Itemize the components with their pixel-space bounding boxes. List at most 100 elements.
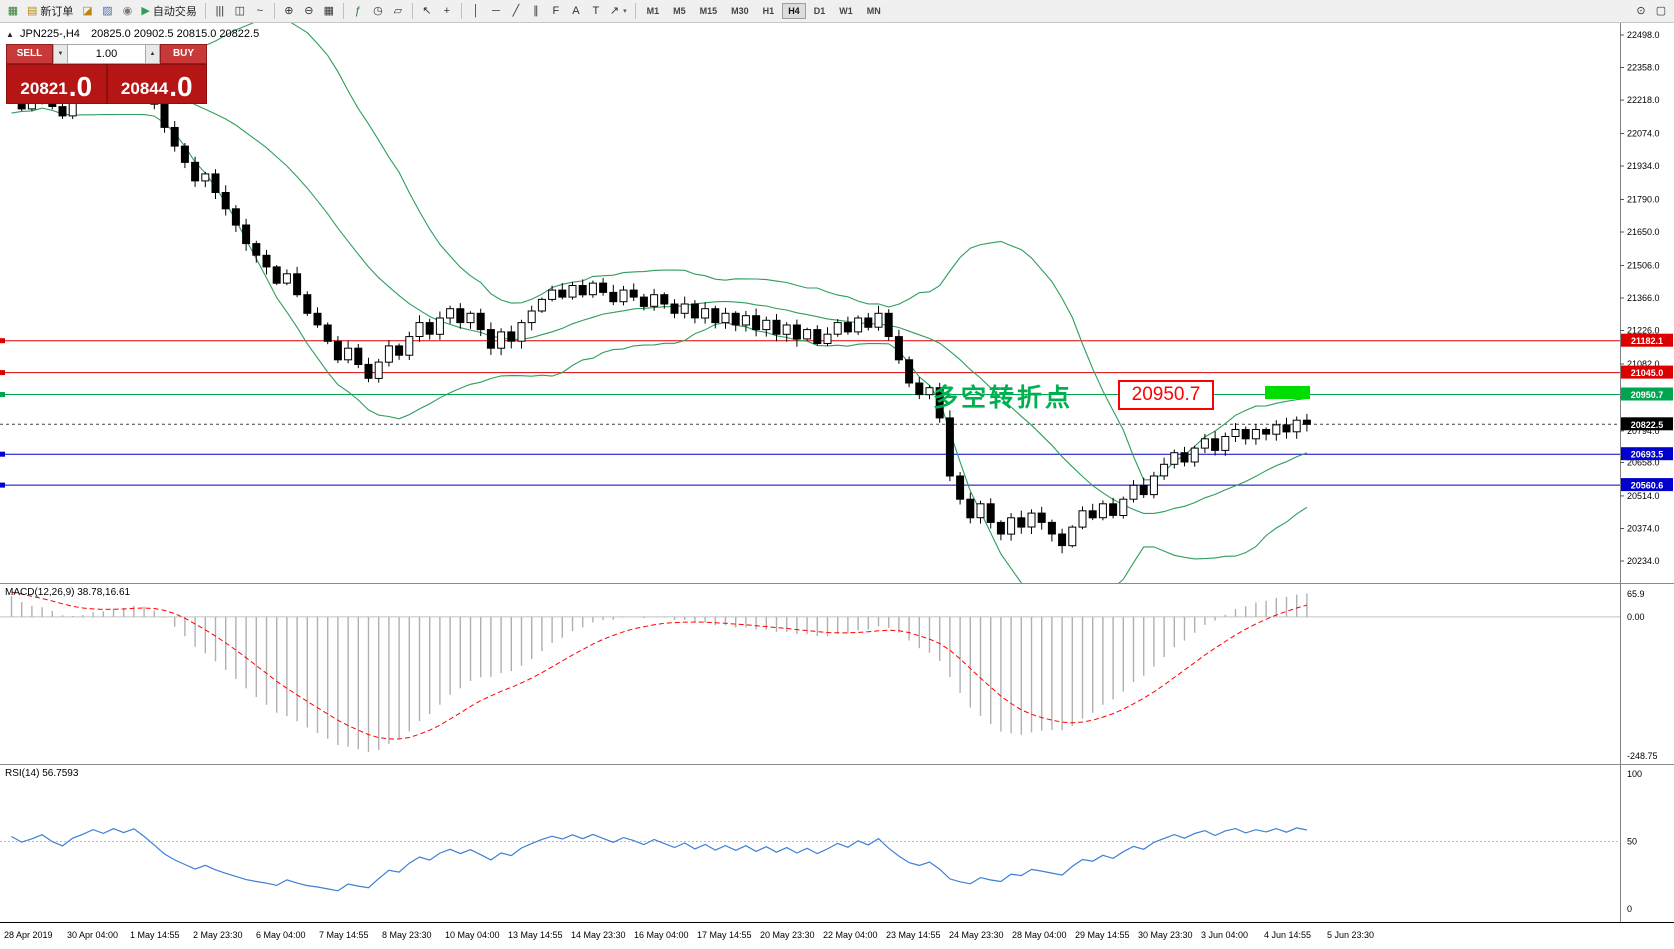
time-axis[interactable]: 28 Apr 2019 30 Apr 04:00 1 May 14:55 2 May … [0, 922, 1674, 949]
price-tick-label: 22074.0 [1627, 129, 1660, 139]
price-tick-label: 21366.0 [1627, 293, 1660, 303]
price-level-badge-label: 20560.6 [1631, 481, 1664, 491]
search-icon[interactable]: ⊙ [1631, 2, 1651, 21]
price-level-badge-label: 21045.0 [1631, 368, 1664, 378]
zoom-in-icon: ⊕ [284, 4, 294, 17]
line-chart-type-icon[interactable]: ~ [250, 2, 270, 21]
candles-group [7, 66, 1311, 554]
indicators-icon[interactable]: ƒ [348, 2, 368, 21]
timeframe-h4-button[interactable]: H4 [782, 3, 806, 19]
level-line-handle[interactable] [0, 451, 5, 457]
templates-icon[interactable]: ▱ [388, 2, 408, 21]
level-line-handle[interactable] [0, 370, 5, 376]
horizontal-line-icon[interactable]: ─ [486, 2, 506, 21]
zoom-in-icon[interactable]: ⊕ [279, 2, 299, 21]
timeframe-d1-button[interactable]: D1 [807, 3, 832, 19]
time-axis-label: 5 Jun 23:30 [1327, 930, 1375, 940]
strategy-tester-icon[interactable]: ◉ [117, 2, 137, 21]
timeframe-mn-button[interactable]: MN [860, 3, 887, 19]
pivot-annotation-text[interactable]: 多空转折点 [933, 384, 1074, 413]
price-tick-label: 21650.0 [1627, 227, 1660, 237]
periods-icon: ◷ [373, 4, 383, 17]
new-order-button: ▤ [27, 4, 38, 17]
price-tick-label: 20794.0 [1627, 426, 1660, 436]
time-axis-label: 17 May 14:55 [697, 930, 752, 940]
symbol-period-label: JPN225-,H4 [19, 28, 80, 40]
highlight-rectangle[interactable] [1265, 386, 1310, 400]
crosshair-icon[interactable]: + [437, 2, 457, 21]
chat-icon[interactable]: ▢ [1651, 2, 1671, 21]
dropdown-arrow-icon: ▾ [623, 8, 627, 15]
buy-price-display[interactable]: 20844.0 [106, 64, 207, 104]
arrows-icon[interactable]: ↗ ▾ [606, 2, 631, 21]
buy-button[interactable]: BUY [160, 44, 207, 64]
top-toolbar: ▦ ▤ 新订单 ◪ ▨ ◉ ▶ 自动交易 ||| ◫ ~ ⊕ ⊖ ▦ ƒ ◷ ▱ ↖ + │ ─ ╱ ∥ F A T ↗ ▾ M1 M5 M… [0, 0, 1674, 23]
rsi-scale-label: 100 [1627, 769, 1642, 779]
price-level-badge-label: 21182.1 [1631, 336, 1663, 346]
open-chart-icon[interactable]: ◪ [77, 2, 97, 21]
price-tick-label: 21082.0 [1627, 359, 1660, 369]
indicators-icon: ƒ [354, 4, 361, 17]
timeframe-m5-button[interactable]: M5 [667, 3, 692, 19]
macd-histogram [10, 593, 1308, 752]
time-axis-label: 8 May 23:30 [382, 930, 432, 940]
profiles-icon[interactable]: ▨ [97, 2, 117, 21]
tile-windows-icon: ▦ [323, 4, 335, 17]
one-click-trading-panel: SELL ▼ ▲ BUY 20821.0 20844.0 [6, 44, 207, 104]
level-line-handle[interactable] [0, 338, 5, 344]
price-chart-canvas[interactable]: 22498.0 22358.0 22218.0 22074.0 21934.0 21790… [0, 23, 1674, 583]
time-axis-label: 6 May 04:00 [256, 930, 306, 940]
app-icon[interactable]: ▦ [3, 2, 23, 21]
sell-price-frac: .0 [68, 71, 93, 103]
autotrading-button: ▶ [141, 4, 150, 17]
label-icon[interactable]: T [586, 2, 606, 21]
bar-chart-type-icon[interactable]: ||| [210, 2, 230, 21]
cursor-icon[interactable]: ↖ [417, 2, 437, 21]
zoom-out-icon: ⊖ [304, 4, 314, 17]
time-axis-label: 20 May 23:30 [760, 930, 815, 940]
label-icon: T [592, 4, 600, 17]
text-icon[interactable]: A [566, 2, 586, 21]
price-tick-label: 20514.0 [1627, 491, 1660, 501]
fibonacci-icon[interactable]: F [546, 2, 566, 21]
channel-icon: ∥ [533, 4, 539, 17]
time-axis-label: 4 Jun 14:55 [1264, 930, 1312, 940]
tile-windows-icon[interactable]: ▦ [319, 2, 339, 21]
autotrading-button[interactable]: ▶ 自动交易 [137, 2, 200, 21]
timeframe-h1-button[interactable]: H1 [756, 3, 781, 19]
macd-canvas[interactable]: 65.9 0.00 -248.75 [0, 584, 1674, 764]
new-order-button[interactable]: ▤ 新订单 [23, 2, 77, 21]
zoom-out-icon[interactable]: ⊖ [299, 2, 319, 21]
ohlc-values: 20825.0 20902.5 20815.0 20822.5 [90, 28, 260, 40]
volume-input[interactable] [68, 44, 145, 64]
strategy-tester-icon: ◉ [122, 4, 133, 17]
timeframe-m30-button[interactable]: M30 [725, 3, 755, 19]
toolbar-separator [411, 3, 413, 19]
macd-scale-label: 0.00 [1627, 612, 1645, 622]
level-line-handle[interactable] [0, 482, 5, 488]
periods-icon[interactable]: ◷ [368, 2, 388, 21]
timeframe-w1-button[interactable]: W1 [833, 3, 859, 19]
price-level-badge [1621, 333, 1673, 347]
sell-price-display[interactable]: 20821.0 [6, 64, 107, 104]
price-tick-label: 20658.0 [1627, 458, 1660, 468]
volume-increase-button[interactable]: ▲ [145, 44, 160, 64]
sell-button[interactable]: SELL [6, 44, 53, 64]
bollinger-band-upper [11, 23, 1307, 481]
vertical-line-icon[interactable]: │ [466, 2, 486, 21]
time-axis-label: 10 May 04:00 [445, 930, 500, 940]
rsi-canvas[interactable]: 100 50 0 [0, 765, 1674, 922]
price-tick-label: 21506.0 [1627, 261, 1660, 271]
volume-decrease-button[interactable]: ▼ [53, 44, 68, 64]
level-line-handle[interactable] [0, 392, 5, 397]
price-callout-box[interactable]: 20950.7 [1118, 380, 1214, 411]
candlestick-chart-type-icon[interactable]: ◫ [230, 2, 250, 21]
timeframe-m1-button[interactable]: M1 [640, 3, 666, 19]
templates-icon: ▱ [393, 4, 403, 17]
trendline-icon[interactable]: ╱ [506, 2, 526, 21]
toolbar-separator [460, 3, 462, 19]
toolbar-separator [342, 3, 344, 19]
channel-icon[interactable]: ∥ [526, 2, 546, 21]
macd-label: MACD(12,26,9) 38.78,16.61 [5, 587, 131, 598]
timeframe-m15-button[interactable]: M15 [693, 3, 724, 19]
